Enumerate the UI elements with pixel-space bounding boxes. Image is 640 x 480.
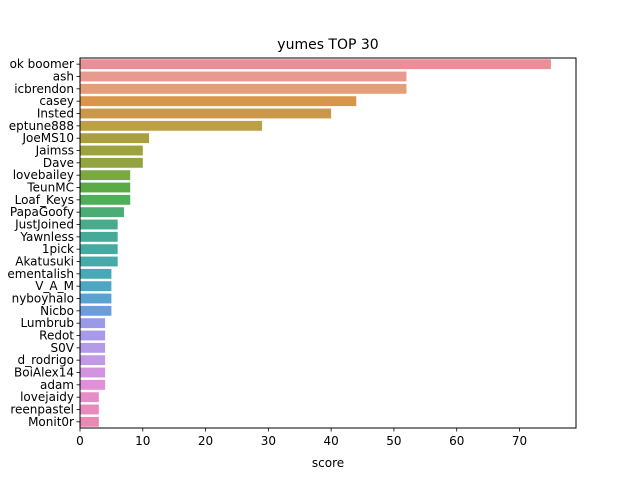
bar-4 [80,108,332,119]
bar-16 [80,256,118,267]
y-tick-label: Lumbrub [20,316,74,330]
bar-12 [80,207,124,218]
y-tick-label: Dave [43,156,74,170]
x-tick-label: 20 [198,434,213,448]
x-tick-label: 50 [386,434,401,448]
y-tick-label: Insted [37,107,74,121]
bar-26 [80,379,106,390]
y-tick-labels: ok boomerashicbrendoncaseyInstedeptune88… [7,57,80,429]
bar-17 [80,268,112,279]
bar-27 [80,392,99,403]
y-tick-label: nyboyhalo [12,292,74,306]
bar-23 [80,342,106,353]
y-tick-label: Jaimss [35,144,74,158]
x-tick-label: 40 [323,434,338,448]
y-tick-label: JoeMS10 [21,131,74,145]
x-tick-labels: 0 10 20 30 40 50 60 70 [76,428,527,448]
bar-9 [80,170,131,181]
bar-15 [80,244,118,255]
bar-10 [80,182,131,193]
x-tick-label: 0 [76,434,84,448]
y-tick-label: eptune888 [9,119,74,133]
y-tick-label: lovebailey [13,168,74,182]
y-tick-label: ok boomer [10,57,74,71]
bar-18 [80,281,112,292]
y-tick-label: Akatusuki [15,255,74,269]
bar-1 [80,71,407,82]
chart-title: yumes TOP 30 [277,37,378,53]
x-tick-label: 70 [512,434,527,448]
bars-group [80,59,551,427]
y-tick-label: JustJoined [14,218,74,232]
bar-24 [80,355,106,366]
bar-19 [80,293,112,304]
y-tick-label: S0V [51,341,75,355]
y-tick-label: ash [53,70,74,84]
x-tick-label: 60 [449,434,464,448]
y-tick-label: d_rodrigo [18,353,74,367]
bar-5 [80,120,263,131]
y-tick-label: TeunMC [26,181,74,195]
bar-3 [80,96,357,107]
y-tick-label: icbrendon [14,82,74,96]
bar-13 [80,219,118,230]
bar-29 [80,416,99,427]
y-tick-label: Yawnless [19,230,74,244]
y-tick-label: 1pick [42,242,74,256]
y-tick-label: ementalish [7,267,74,281]
bar-28 [80,404,99,415]
bar-20 [80,305,112,316]
bar-14 [80,231,118,242]
bar-6 [80,133,150,144]
bar-11 [80,194,131,205]
x-tick-label: 30 [261,434,276,448]
bar-22 [80,330,106,341]
bar-21 [80,318,106,329]
bar-2 [80,83,407,94]
y-tick-label: Nicbo [40,304,74,318]
y-tick-label: Monit0r [28,415,74,429]
plot-frame [79,57,577,429]
y-tick-label: Loaf_Keys [15,193,74,207]
x-axis-label: score [312,456,344,470]
y-tick-label: reenpastel [10,403,74,417]
bar-0 [80,59,551,70]
y-tick-label: Redot [39,329,74,343]
y-tick-label: adam [40,378,74,392]
bar-8 [80,157,143,168]
y-tick-label: casey [39,94,74,108]
bar-7 [80,145,143,156]
y-tick-label: V_A_M [35,279,74,293]
x-tick-label: 10 [135,434,150,448]
bar-25 [80,367,106,378]
y-tick-label: PapaGoofy [10,205,74,219]
y-tick-label: BoiAlex14 [14,366,74,380]
y-tick-label: lovejaidy [20,390,74,404]
